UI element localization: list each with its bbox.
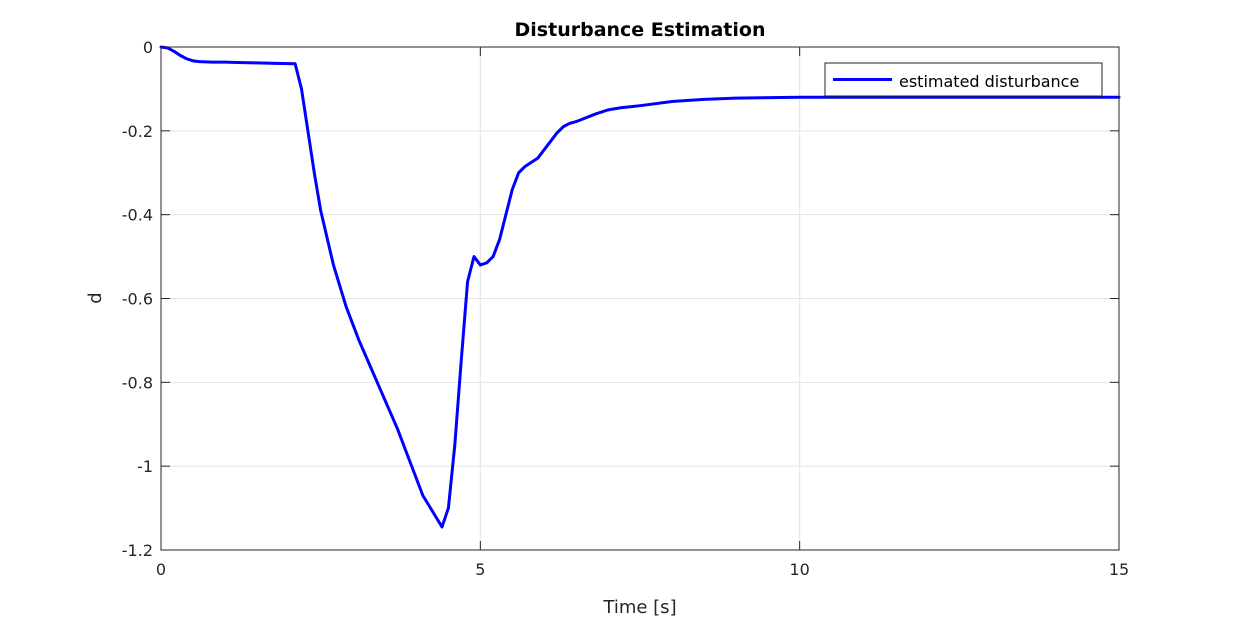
y-tick-label: 0 [143, 38, 153, 57]
tick-labels: 0 5 10 15 0 -0.2 -0.4 -0.6 -0.8 -1 -1.2 [122, 38, 1129, 579]
legend-label: estimated disturbance [899, 72, 1079, 91]
y-tick-label: -1.2 [122, 541, 153, 560]
y-tick-label: -0.2 [122, 122, 153, 141]
y-tick-label: -1 [137, 457, 153, 476]
ticks [160, 46, 1120, 551]
x-tick-label: 15 [1109, 560, 1129, 579]
legend: estimated disturbance [824, 62, 1103, 97]
x-tick-label: 5 [475, 560, 485, 579]
y-tick-label: -0.4 [122, 206, 153, 225]
x-axis-title: Time [s] [602, 597, 676, 618]
chart-title: Disturbance Estimation [515, 19, 766, 41]
x-tick-label: 10 [789, 560, 809, 579]
y-axis-title: d [85, 292, 106, 303]
y-tick-label: -0.8 [122, 373, 153, 392]
y-tick-label: -0.6 [122, 290, 153, 309]
series-line-0 [159, 45, 1121, 529]
series-layer [159, 45, 1121, 529]
x-tick-label: 0 [156, 560, 166, 579]
